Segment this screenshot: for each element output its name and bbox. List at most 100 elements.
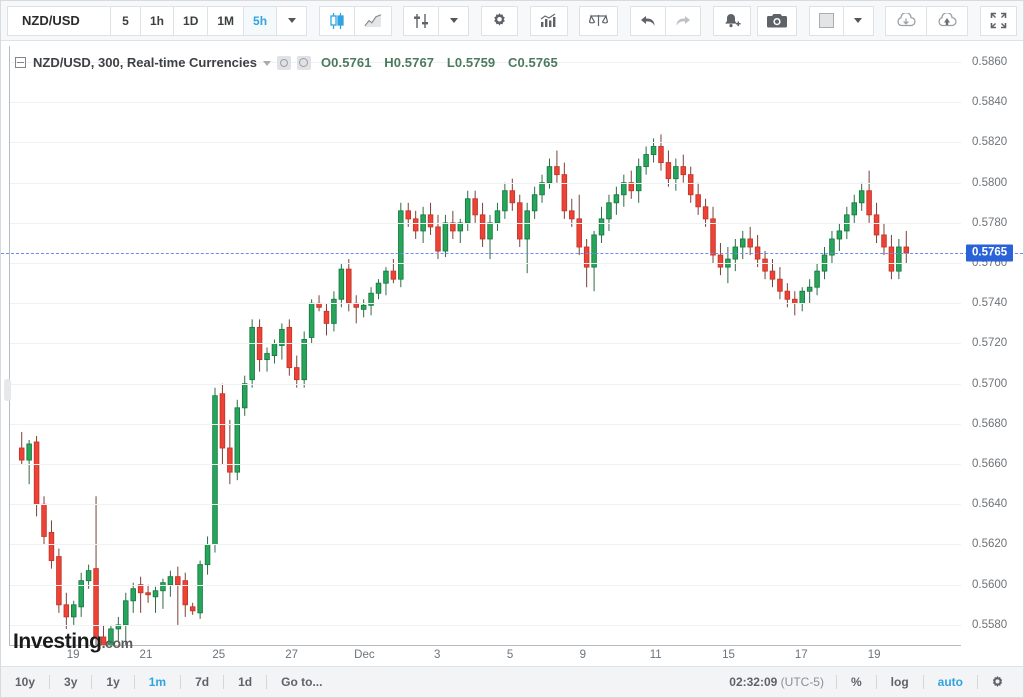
stats-group [529, 5, 568, 36]
range-button-10y[interactable]: 10y [15, 675, 36, 689]
gridline [10, 544, 961, 546]
indicators-button[interactable] [403, 5, 440, 36]
range-button-1m[interactable]: 1m [148, 675, 167, 689]
candle-body [814, 270, 820, 288]
chart-area[interactable]: NZD/USD, 300, Real-time Currencies O0.57… [1, 41, 1023, 666]
range-button-1d[interactable]: 1d [238, 675, 253, 689]
ohlc-high: H0.5767 [384, 55, 435, 70]
candle-body [346, 268, 352, 304]
price-axis-label: 0.5680 [972, 417, 1008, 430]
range-button-7d[interactable]: 7d [195, 675, 210, 689]
chart-settings-button[interactable] [978, 675, 1017, 690]
price-axis[interactable]: 0.5860 0.5840 0.5820 0.5800 0.5780 0.5760 0.57… [961, 41, 1023, 666]
candle-body [777, 278, 783, 292]
indicators-dropdown-button[interactable] [439, 5, 470, 36]
candle-body [829, 238, 835, 256]
interval-button-1h[interactable]: 1h [141, 5, 175, 36]
candle-body [621, 182, 627, 196]
candle-body [896, 246, 902, 272]
candle-body [598, 218, 605, 236]
time-axis-label: 19 [66, 649, 80, 661]
interval-button-5h[interactable]: 5h [244, 5, 278, 36]
interval-button-1m[interactable]: 1M [208, 5, 245, 36]
candle-body [613, 194, 620, 204]
chart-settings-button[interactable] [481, 5, 519, 36]
bar-chart-icon [540, 13, 556, 27]
auto-scale-button[interactable]: auto [937, 675, 963, 689]
interval-dropdown-button[interactable] [277, 5, 308, 36]
color-dropdown-button[interactable] [843, 5, 874, 36]
candle-body [740, 238, 746, 248]
line-chart-icon [364, 13, 381, 27]
interval-button-1d[interactable]: 1D [174, 5, 209, 36]
range-button-1y[interactable]: 1y [106, 675, 120, 689]
clock-timezone: (UTC-5) [780, 675, 824, 689]
candle-body [182, 580, 189, 606]
candle-body [308, 302, 315, 338]
snapshot-button[interactable] [756, 5, 797, 36]
chart-type-line-button[interactable] [354, 5, 392, 36]
undo-button[interactable] [630, 5, 667, 36]
candle-body [628, 182, 635, 192]
gridline [10, 383, 961, 385]
price-axis-label: 0.5860 [972, 56, 1008, 69]
chevron-down-icon[interactable] [262, 61, 271, 66]
candle-body [48, 531, 55, 562]
stats-button[interactable] [529, 5, 568, 36]
candle-body [650, 146, 657, 155]
divider [875, 675, 877, 689]
candle-body [427, 214, 434, 228]
compare-button[interactable] [579, 5, 619, 36]
candle-body [435, 226, 441, 252]
gridline [10, 504, 961, 506]
go-to-button[interactable]: Go to... [281, 675, 323, 689]
divider [133, 675, 135, 689]
cloud-upload-icon [938, 12, 957, 26]
candle-body [85, 570, 92, 582]
gear-icon [992, 675, 1003, 687]
candle-body [331, 298, 337, 324]
time-axis-label: 3 [434, 649, 441, 661]
candle-body [858, 190, 865, 204]
interval-button-5[interactable]: 5 [111, 5, 141, 36]
eye-icon[interactable] [276, 55, 291, 70]
log-scale-button[interactable]: log [890, 675, 909, 689]
price-axis-label: 0.5720 [972, 337, 1008, 350]
plot-canvas[interactable] [9, 46, 966, 646]
candle-body [175, 576, 181, 586]
redo-button[interactable] [666, 5, 702, 36]
gridline [10, 62, 961, 64]
fullscreen-button[interactable] [979, 5, 1017, 36]
clock-display[interactable]: 02:32:09 (UTC-5) [717, 675, 836, 689]
price-axis-label: 0.5820 [972, 136, 1008, 149]
indicators-group [403, 5, 470, 36]
chart-type-group [318, 5, 392, 36]
candle-body [873, 214, 880, 236]
symbol-input[interactable]: NZD/USD [7, 5, 111, 36]
candle-body [643, 154, 649, 168]
load-chart-button[interactable] [885, 5, 928, 36]
color-group [808, 5, 874, 36]
collapse-box-icon[interactable] [15, 57, 26, 68]
price-axis-label: 0.5840 [972, 96, 1008, 109]
save-chart-button[interactable] [927, 5, 969, 36]
percent-scale-button[interactable]: % [850, 675, 862, 689]
left-scale-handle[interactable] [4, 379, 11, 401]
candle-body [494, 210, 501, 224]
candle-body [658, 146, 664, 164]
time-axis[interactable]: 19 21 25 27 Dec 3 5 9 11 15 17 19 [1, 646, 1023, 666]
divider [91, 675, 93, 689]
color-picker-button[interactable] [808, 5, 844, 36]
candle-body [286, 326, 293, 369]
candle-body [123, 600, 129, 626]
indicators-icon [414, 13, 429, 28]
create-alert-button[interactable] [712, 5, 751, 36]
range-button-3y[interactable]: 3y [64, 675, 78, 689]
divider [49, 675, 51, 689]
candle-body [591, 234, 597, 268]
gridline [10, 182, 961, 184]
chart-type-candlestick-button[interactable] [318, 5, 355, 36]
gear-icon[interactable] [296, 55, 311, 70]
candle-body [569, 210, 575, 220]
